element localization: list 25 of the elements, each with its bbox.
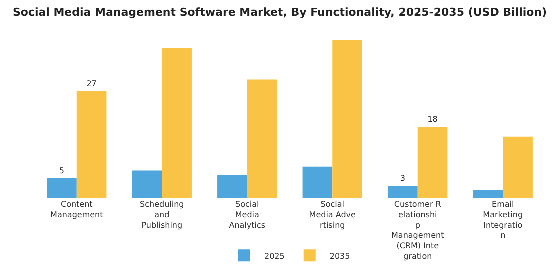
bar <box>332 40 362 198</box>
bar <box>218 176 248 198</box>
bar <box>473 190 504 198</box>
x-tick-label: Social Media Advertising <box>309 200 356 230</box>
bar <box>302 166 333 198</box>
data-label: 5 <box>59 166 65 176</box>
bar <box>247 80 278 198</box>
bar <box>503 136 533 198</box>
bar <box>388 186 418 198</box>
x-tick-label: Email Marketing Integration <box>483 200 524 240</box>
data-label: 18 <box>428 115 438 124</box>
x-tick-label: Social Media Analytics <box>229 200 266 230</box>
data-label: 3 <box>400 174 406 184</box>
bar <box>76 92 107 198</box>
bar <box>132 170 162 198</box>
x-tick-label: Scheduling and Publishing <box>140 200 184 230</box>
x-tick-label: Customer Relationship Management (CRM) Integration <box>392 200 444 261</box>
legend-label: 2035 <box>330 252 350 261</box>
data-label: 27 <box>86 80 97 89</box>
bar <box>47 178 77 198</box>
legend-label: 2025 <box>264 252 285 261</box>
chart-title: Social Media Management Software Market, By Functionality, 2025-2035 (USD Billion) <box>12 6 548 20</box>
bar <box>418 127 448 198</box>
bar <box>162 48 192 198</box>
x-tick-label: Content Management <box>50 200 104 220</box>
